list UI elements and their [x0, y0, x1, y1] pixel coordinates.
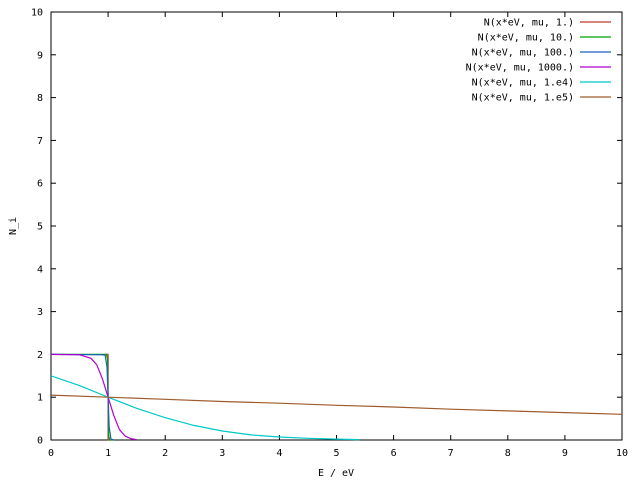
plot-border [50, 11, 623, 441]
x-tick-label: 3 [219, 448, 225, 459]
series-layer [50, 353, 623, 441]
x-tick-label: 6 [391, 448, 397, 459]
x-axis-label: E / eV [318, 468, 354, 479]
legend-label-5: N(x*eV, mu, 1.e4) [472, 78, 574, 89]
x-tick-label: 9 [562, 448, 568, 459]
y-tick-label: 4 [37, 264, 43, 275]
series-line-5 [50, 375, 360, 441]
y-tick-label: 6 [37, 179, 43, 190]
legend-label-6: N(x*eV, mu, 1.e5) [472, 93, 574, 104]
x-axis-ticks: 0 1 2 3 4 5 6 7 8 9 10 [48, 12, 628, 459]
x-tick-label: 7 [448, 448, 454, 459]
y-tick-label: 8 [37, 93, 43, 104]
legend-label-3: N(x*eV, mu, 100.) [472, 48, 574, 59]
legend: N(x*eV, mu, 1.) N(x*eV, mu, 10.) N(x*eV, m… [466, 18, 611, 104]
y-tick-label: 1 [37, 393, 43, 404]
x-tick-label: 4 [276, 448, 282, 459]
plot-frame [50, 11, 623, 441]
series-line-3 [50, 353, 114, 441]
y-tick-label: 9 [37, 50, 43, 61]
legend-label-4: N(x*eV, mu, 1000.) [466, 63, 574, 74]
x-tick-label: 8 [505, 448, 511, 459]
y-tick-label: 7 [37, 136, 43, 147]
legend-label-1: N(x*eV, mu, 1.) [484, 18, 574, 29]
x-tick-label: 1 [105, 448, 111, 459]
y-tick-label: 3 [37, 307, 43, 318]
series-line-6 [50, 394, 623, 415]
y-axis-ticks: 0 1 2 3 4 5 6 7 8 9 10 [31, 8, 622, 447]
x-tick-label: 10 [616, 448, 628, 459]
x-tick-label: 2 [162, 448, 168, 459]
x-tick-label: 5 [333, 448, 339, 459]
y-tick-label: 0 [37, 436, 43, 447]
y-tick-label: 10 [31, 8, 43, 19]
x-tick-label: 0 [48, 448, 54, 459]
y-tick-label: 2 [37, 350, 43, 361]
y-axis-label: N_i [8, 217, 19, 235]
y-tick-label: 5 [37, 222, 43, 233]
legend-label-2: N(x*eV, mu, 10.) [478, 33, 574, 44]
